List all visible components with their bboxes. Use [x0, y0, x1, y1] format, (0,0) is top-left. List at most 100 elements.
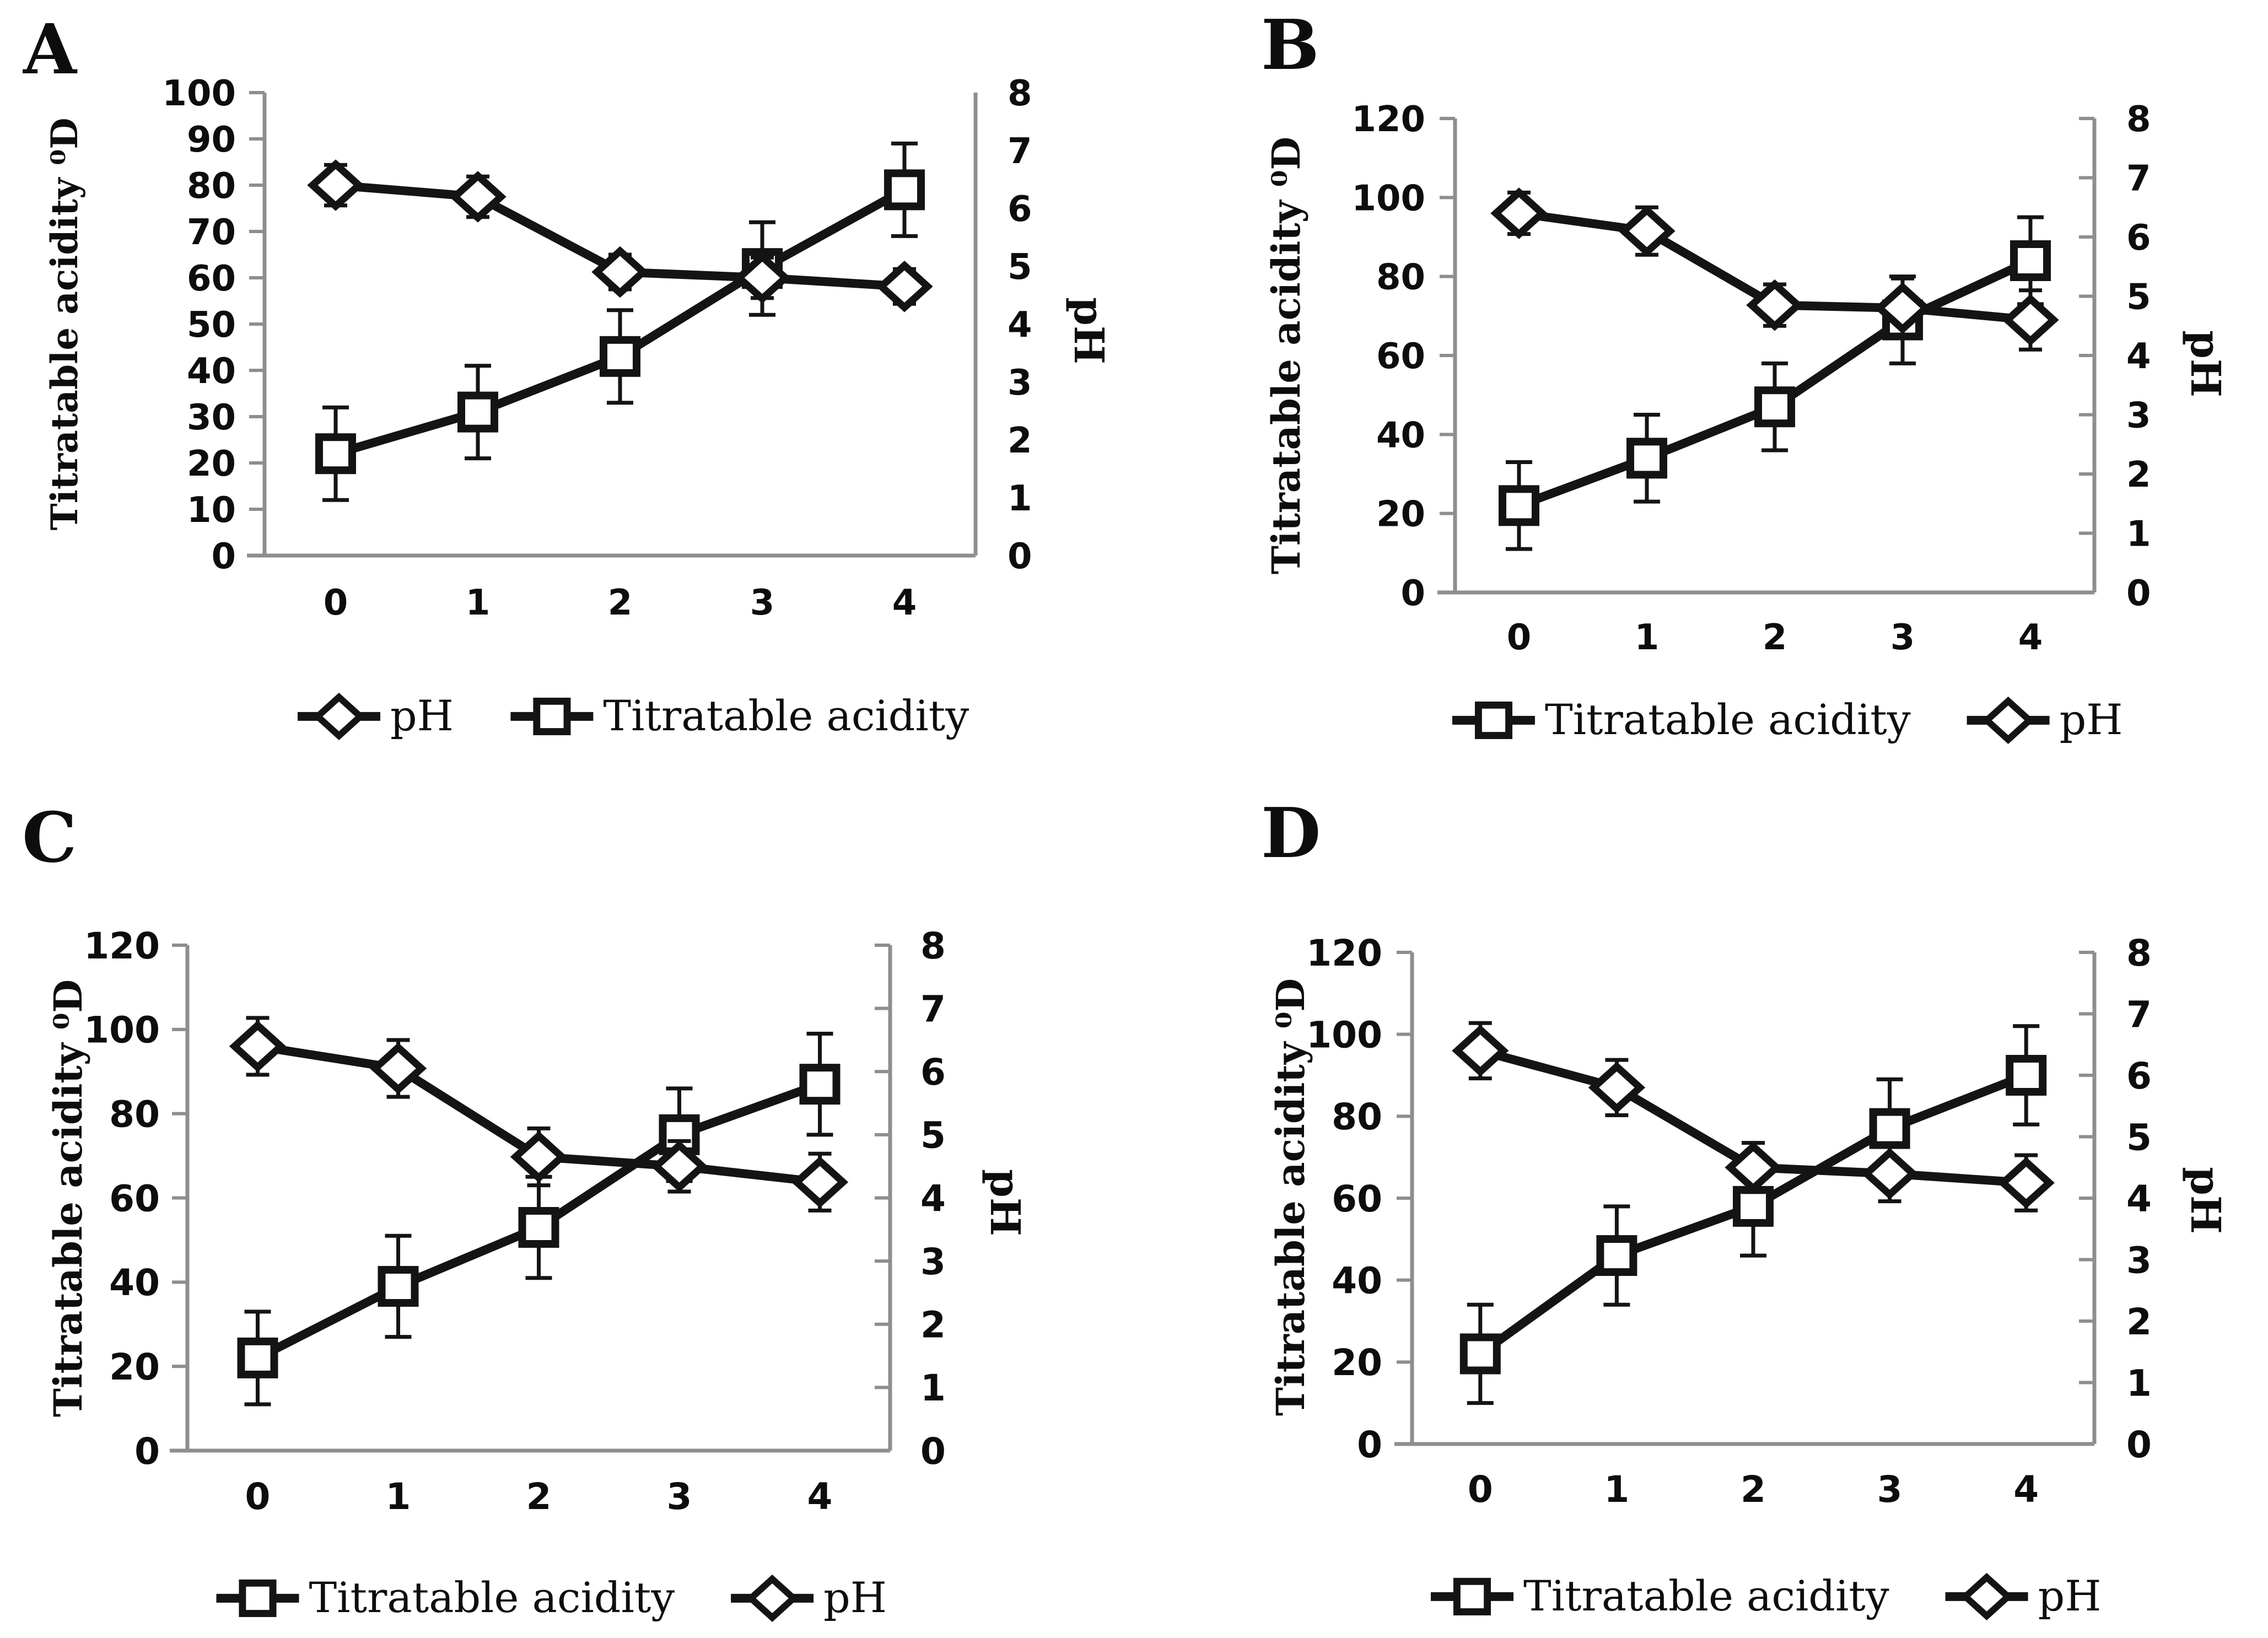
diamond-marker [591, 246, 649, 298]
square-marker [518, 1206, 559, 1248]
y-axis-title: Titratable acidity ⁰D [45, 979, 91, 1417]
square-marker [1754, 386, 1795, 428]
y-left-tick-label: 0 [211, 536, 236, 577]
panel-a: 0 10 20 30 40 50 60 70 80 90 100 0 1 2 3 4 5 6 7 8 0 1 2 3 4 Titr… [0, 0, 1134, 788]
x-tick-label: 0 [1468, 1468, 1493, 1511]
y-left-tick-label: 60 [1376, 336, 1425, 377]
x-tick-label: 3 [1877, 1468, 1903, 1511]
legend-square-marker [239, 1579, 277, 1617]
legend-square-marker [533, 697, 571, 735]
y-right-tick-label: 5 [1008, 247, 1032, 288]
x-tick-label: 1 [466, 583, 491, 623]
y-axis-title: Titratable acidity ⁰D [1263, 137, 1309, 574]
x-tick-label: 3 [1890, 617, 1915, 658]
y-left-tick-label: 100 [162, 73, 236, 114]
x-tick-label: 3 [750, 583, 775, 623]
y-left-tick-label: 90 [187, 120, 236, 160]
y-left-tick-label: 20 [1376, 494, 1425, 535]
diamond-marker [1874, 282, 1931, 334]
square-marker [600, 336, 640, 377]
legend-label: Titratable acidity [1523, 1571, 1889, 1620]
y-left-tick-label: 40 [1332, 1259, 1382, 1302]
y-right-tick-label: 2 [2126, 1301, 2152, 1343]
y-right-tick-label: 6 [2126, 1055, 2152, 1097]
y-right-tick-label: 8 [2126, 99, 2151, 140]
diamond-marker [650, 1140, 708, 1192]
y-left-tick-label: 120 [84, 925, 160, 967]
y-left-tick-label: 80 [1332, 1096, 1382, 1138]
y-right-tick-label: 6 [920, 1051, 946, 1093]
y-axis-title: Titratable acidity ⁰D [1268, 978, 1313, 1416]
square-marker [1596, 1235, 1637, 1276]
legend-square-marker [1453, 1577, 1491, 1615]
diamond-marker [1861, 1147, 1919, 1200]
y-left-tick-label: 70 [187, 212, 236, 253]
legend-diamond-marker [746, 1574, 799, 1622]
square-marker [2006, 1055, 2047, 1096]
y-left-tick-label: 40 [187, 351, 236, 392]
y-right-tick-label: 3 [2126, 1239, 2152, 1281]
y-right-tick-label: 3 [2126, 396, 2151, 437]
diamond-marker [791, 1156, 849, 1208]
legend-diamond-marker [1982, 696, 2035, 744]
square-marker [378, 1265, 419, 1307]
panel-label-a: A [23, 9, 77, 90]
x-tick-label: 3 [667, 1475, 692, 1518]
y-right-tick-label: 2 [2126, 455, 2151, 495]
diamond-marker [1452, 1025, 1509, 1077]
x-tick-label: 2 [1763, 617, 1787, 658]
y-right-tick-label: 0 [2126, 1424, 2152, 1466]
y-right-tick-label: 7 [2126, 159, 2151, 200]
y-right-tick-label: 6 [1008, 189, 1032, 230]
y-right-tick-label: 1 [1008, 478, 1032, 519]
square-marker [1869, 1108, 1910, 1149]
right-axis-title: pH [1065, 297, 1112, 364]
diamond-marker [449, 171, 507, 223]
y-right-tick-label: 3 [920, 1241, 946, 1283]
diamond-marker [734, 252, 791, 304]
axes [170, 944, 892, 1453]
panel-c: 0 20 40 60 80 100 120 0 1 2 3 4 5 6 7 8 0 1 2 3 4 Titratable … [0, 788, 1134, 1638]
square-marker [237, 1337, 278, 1378]
y-right-tick-label: 8 [2126, 932, 2152, 974]
right-axis-title: pH [981, 1169, 1028, 1236]
y-left-tick-label: 20 [109, 1346, 160, 1388]
ph-series [307, 159, 933, 312]
y-right-tick-label: 4 [1008, 305, 1032, 346]
legend: pH Titratable acidity [298, 691, 969, 740]
y-right-tick-label: 2 [1008, 421, 1032, 461]
axes [247, 91, 978, 558]
y-right-tick-label: 1 [2126, 1362, 2152, 1404]
right-axis-title: pH [2181, 1167, 2229, 1234]
y-right-tick-label: 4 [2126, 1178, 2152, 1220]
square-marker [1499, 485, 1539, 526]
y-right-tick-label: 6 [2126, 218, 2151, 258]
axes [1394, 951, 2097, 1446]
legend-diamond-marker [313, 692, 365, 740]
legend: Titratable acidity pH [216, 1573, 887, 1622]
legend-diamond-marker [1960, 1572, 2013, 1620]
y-left-tick-label: 120 [1351, 99, 1425, 140]
legend-label: Titratable acidity [1545, 695, 1911, 744]
y-right-tick-label: 5 [2126, 277, 2151, 318]
y-left-tick-label: 100 [84, 1009, 160, 1052]
legend-label: Titratable acidity [603, 691, 969, 740]
axes [1437, 117, 2097, 595]
x-tick-label: 1 [1604, 1468, 1629, 1511]
diamond-marker [307, 159, 364, 211]
y-left-tick-label: 0 [134, 1430, 160, 1473]
y-axis-title: Titratable acidity ⁰D [43, 118, 86, 531]
y-right-tick-label: 1 [2126, 514, 2151, 555]
square-marker [799, 1064, 841, 1105]
y-right-tick-label: 7 [2126, 993, 2152, 1036]
titratable-acidity-series [315, 141, 925, 502]
y-left-tick-label: 60 [187, 258, 236, 299]
square-marker [1626, 438, 1667, 479]
x-tick-label: 1 [1635, 617, 1660, 658]
y-right-tick-label: 0 [920, 1430, 946, 1473]
diamond-marker [1746, 279, 1803, 331]
legend-square-marker [1474, 701, 1513, 739]
x-tick-label: 0 [324, 583, 348, 623]
